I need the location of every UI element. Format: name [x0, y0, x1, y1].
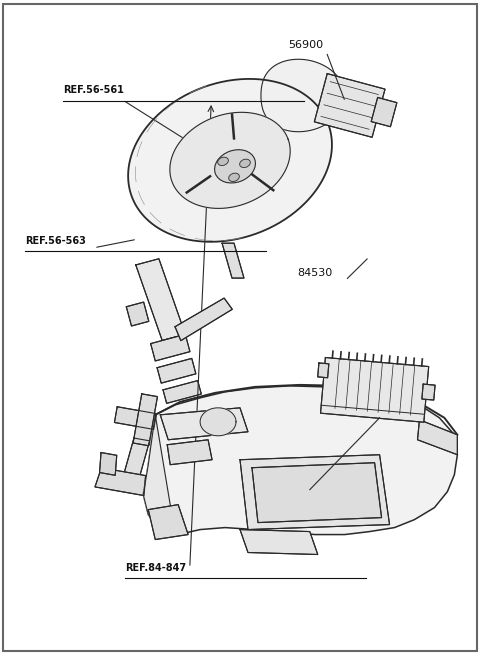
Polygon shape	[114, 407, 156, 430]
Ellipse shape	[218, 157, 228, 166]
Polygon shape	[157, 358, 196, 383]
Polygon shape	[148, 504, 188, 540]
Polygon shape	[175, 298, 232, 341]
Polygon shape	[371, 98, 397, 126]
Polygon shape	[144, 386, 457, 534]
Polygon shape	[418, 420, 457, 455]
Text: REF.56-563: REF.56-563	[24, 236, 85, 246]
Polygon shape	[95, 468, 145, 496]
Polygon shape	[240, 455, 390, 530]
Polygon shape	[321, 358, 429, 422]
Polygon shape	[240, 530, 318, 555]
Polygon shape	[123, 438, 150, 479]
Polygon shape	[128, 79, 332, 242]
Polygon shape	[163, 381, 201, 403]
Polygon shape	[160, 408, 248, 440]
Ellipse shape	[215, 150, 255, 183]
Polygon shape	[144, 415, 175, 534]
Polygon shape	[261, 59, 345, 132]
Polygon shape	[222, 243, 244, 278]
Polygon shape	[99, 453, 117, 476]
Ellipse shape	[240, 159, 250, 168]
Polygon shape	[133, 394, 157, 446]
Text: 84530: 84530	[298, 269, 333, 278]
Polygon shape	[318, 363, 329, 378]
Polygon shape	[170, 112, 290, 208]
Text: 56900: 56900	[288, 40, 323, 50]
Polygon shape	[314, 73, 385, 138]
Polygon shape	[167, 440, 212, 464]
Text: REF.84-847: REF.84-847	[125, 563, 186, 572]
Text: REF.56-561: REF.56-561	[63, 85, 124, 96]
Polygon shape	[126, 302, 149, 326]
Polygon shape	[151, 334, 190, 361]
Polygon shape	[200, 408, 236, 436]
Polygon shape	[136, 259, 185, 341]
Ellipse shape	[228, 173, 240, 181]
Polygon shape	[252, 462, 382, 523]
Polygon shape	[422, 384, 435, 400]
